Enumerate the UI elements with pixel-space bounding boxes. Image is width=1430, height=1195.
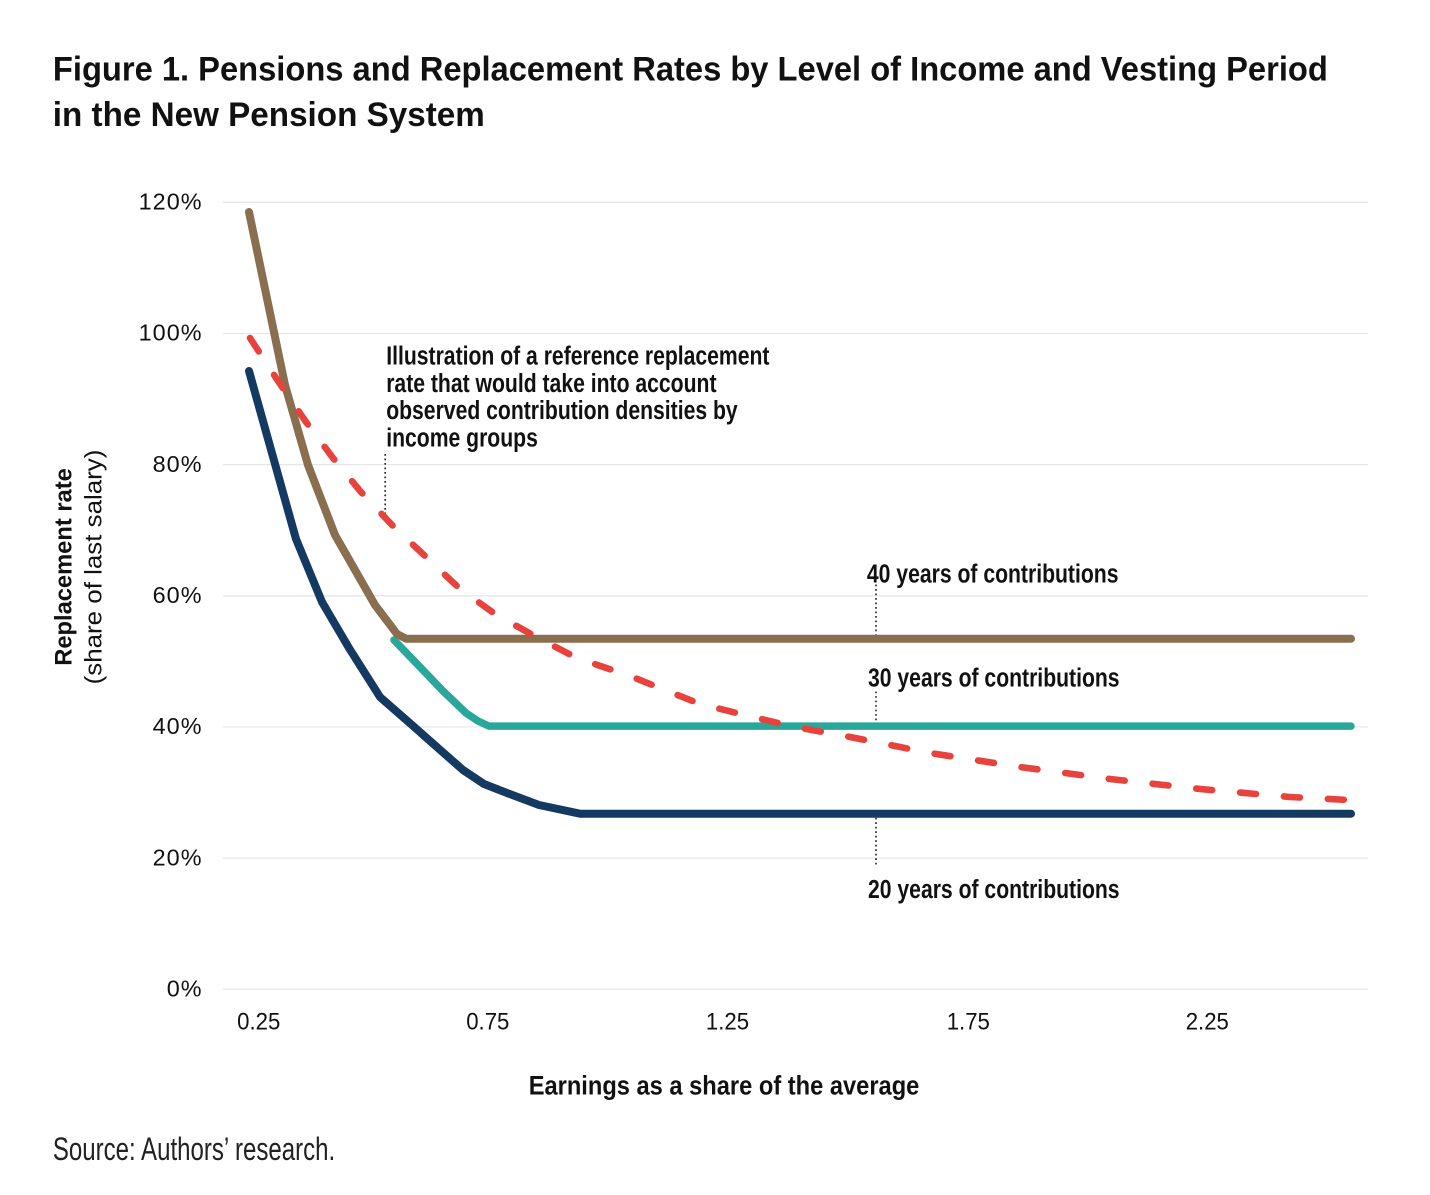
svg-text:in the New Pension System: in the New Pension System: [53, 97, 485, 134]
svg-text:Earnings as a share of the ave: Earnings as a share of the average: [529, 1071, 920, 1101]
svg-text:0.25: 0.25: [237, 1008, 280, 1035]
svg-text:60%: 60%: [153, 582, 203, 608]
svg-text:0%: 0%: [167, 975, 203, 1001]
svg-text:0.75: 0.75: [466, 1008, 509, 1035]
svg-text:120%: 120%: [139, 189, 203, 215]
svg-text:Replacement rate: Replacement rate: [50, 468, 77, 666]
svg-text:1.75: 1.75: [947, 1008, 990, 1035]
svg-text:20%: 20%: [153, 844, 203, 870]
svg-text:20 years of contributions: 20 years of contributions: [868, 875, 1120, 903]
svg-text:1.25: 1.25: [706, 1008, 749, 1035]
svg-text:observed contribution densitie: observed contribution densities by: [386, 396, 737, 424]
svg-text:rate that would take into acco: rate that would take into account: [386, 369, 716, 397]
svg-text:100%: 100%: [139, 320, 203, 346]
svg-text:80%: 80%: [153, 451, 203, 477]
svg-text:income groups: income groups: [386, 424, 538, 452]
svg-text:Illustration of a reference re: Illustration of a reference replacement: [386, 342, 769, 370]
svg-text:Source: Authors’ research.: Source: Authors’ research.: [53, 1132, 335, 1168]
svg-text:(share of last salary): (share of last salary): [80, 450, 107, 685]
svg-text:40 years of contributions: 40 years of contributions: [867, 560, 1119, 588]
svg-text:2.25: 2.25: [1186, 1008, 1229, 1035]
svg-text:Figure 1. Pensions and Replace: Figure 1. Pensions and Replacement Rates…: [53, 51, 1328, 89]
svg-text:30 years of contributions: 30 years of contributions: [868, 664, 1120, 692]
svg-text:40%: 40%: [153, 713, 203, 739]
